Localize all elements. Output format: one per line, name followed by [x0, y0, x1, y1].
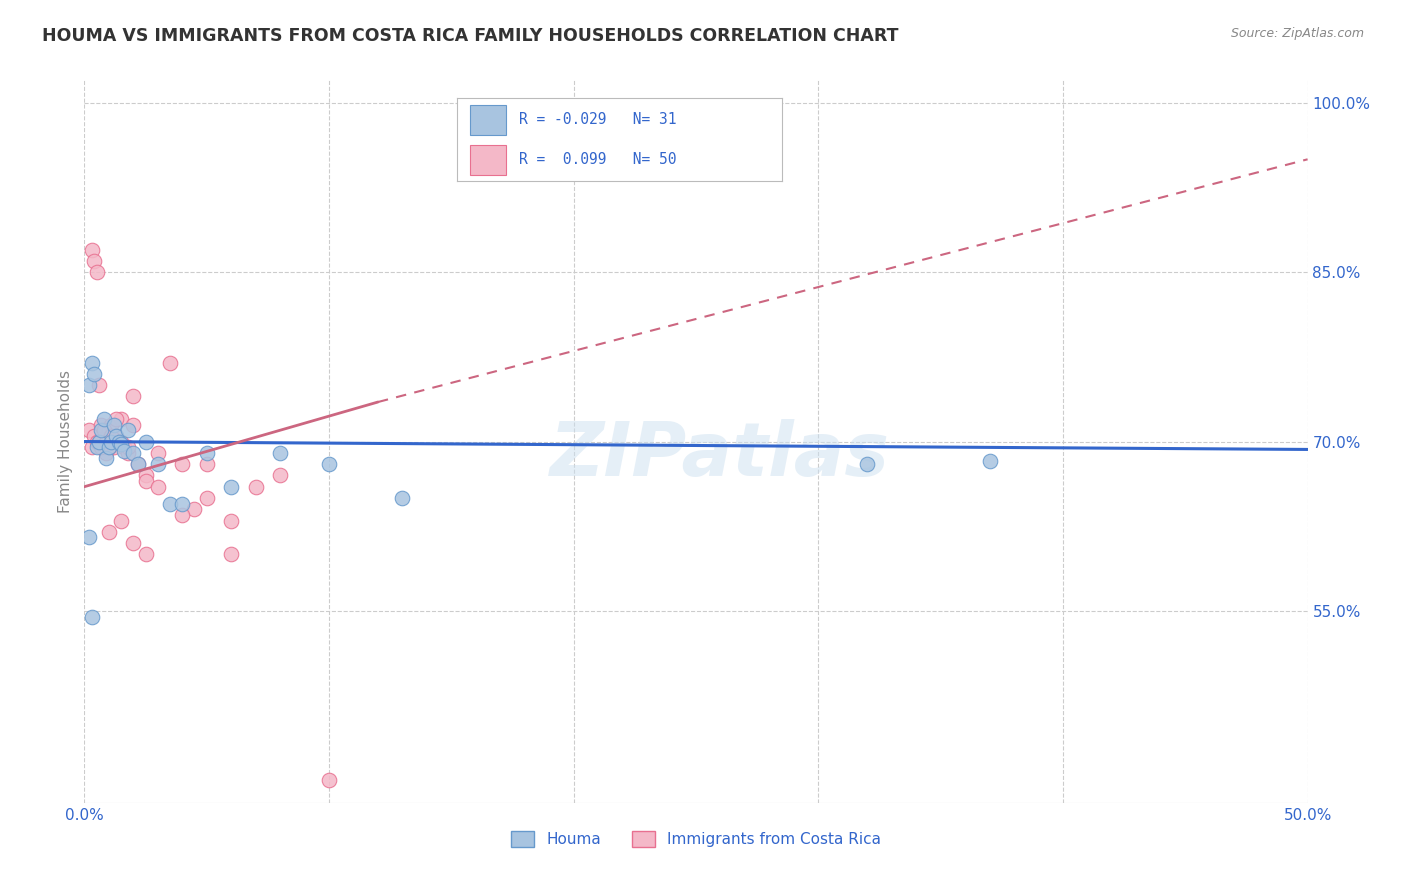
- Point: [195, 457, 218, 471]
- Point: [146, 480, 169, 494]
- Point: [83, 367, 105, 381]
- Point: [195, 491, 218, 505]
- Point: [97, 423, 120, 437]
- Point: [100, 417, 122, 432]
- Point: [86, 265, 108, 279]
- Point: [93, 412, 115, 426]
- Point: [87, 378, 110, 392]
- Point: [97, 440, 120, 454]
- Point: [86, 440, 108, 454]
- Point: [105, 429, 128, 443]
- Point: [172, 508, 194, 522]
- Point: [77, 378, 100, 392]
- Point: [146, 446, 169, 460]
- Point: [117, 440, 139, 454]
- Point: [112, 440, 135, 454]
- Point: [172, 457, 194, 471]
- Point: [122, 389, 145, 403]
- Point: [172, 497, 194, 511]
- Point: [105, 429, 128, 443]
- Point: [135, 468, 157, 483]
- Point: [96, 446, 118, 460]
- Point: [269, 446, 291, 460]
- Point: [103, 440, 125, 454]
- Point: [110, 412, 132, 426]
- Point: [100, 429, 122, 443]
- Point: [110, 434, 132, 449]
- Point: [90, 423, 112, 437]
- Point: [117, 423, 139, 437]
- Point: [127, 457, 149, 471]
- Point: [97, 524, 120, 539]
- Y-axis label: Family Households: Family Households: [58, 370, 73, 513]
- Text: Source: ZipAtlas.com: Source: ZipAtlas.com: [1230, 27, 1364, 40]
- Point: [318, 773, 340, 788]
- Point: [107, 434, 129, 449]
- Point: [93, 423, 115, 437]
- Point: [97, 440, 120, 454]
- Point: [112, 443, 135, 458]
- Point: [122, 446, 145, 460]
- Point: [80, 440, 103, 454]
- Point: [87, 434, 110, 449]
- Point: [83, 253, 105, 268]
- Point: [83, 429, 105, 443]
- Point: [110, 514, 132, 528]
- Point: [96, 451, 118, 466]
- Point: [135, 548, 157, 562]
- Point: [105, 412, 128, 426]
- Point: [219, 514, 242, 528]
- Point: [245, 480, 267, 494]
- Point: [146, 457, 169, 471]
- Point: [318, 457, 340, 471]
- Point: [219, 480, 242, 494]
- Point: [96, 434, 118, 449]
- Text: HOUMA VS IMMIGRANTS FROM COSTA RICA FAMILY HOUSEHOLDS CORRELATION CHART: HOUMA VS IMMIGRANTS FROM COSTA RICA FAMI…: [42, 27, 898, 45]
- Point: [90, 417, 112, 432]
- Point: [117, 446, 139, 460]
- Point: [135, 474, 157, 488]
- Point: [159, 355, 181, 369]
- Point: [80, 609, 103, 624]
- Point: [195, 446, 218, 460]
- Point: [135, 434, 157, 449]
- Point: [77, 423, 100, 437]
- Point: [122, 536, 145, 550]
- Point: [86, 434, 108, 449]
- Point: [159, 497, 181, 511]
- Point: [77, 531, 100, 545]
- Legend: Houma, Immigrants from Costa Rica: Houma, Immigrants from Costa Rica: [505, 825, 887, 853]
- Point: [80, 355, 103, 369]
- Point: [100, 434, 122, 449]
- Point: [127, 457, 149, 471]
- Point: [107, 434, 129, 449]
- Point: [269, 468, 291, 483]
- Text: ZIPatlas: ZIPatlas: [550, 419, 890, 492]
- Point: [856, 457, 879, 471]
- Point: [87, 434, 110, 449]
- Point: [183, 502, 205, 516]
- Point: [103, 417, 125, 432]
- Point: [93, 440, 115, 454]
- Point: [391, 491, 413, 505]
- Point: [80, 243, 103, 257]
- Point: [110, 437, 132, 451]
- Point: [90, 440, 112, 454]
- Point: [219, 548, 242, 562]
- Point: [122, 417, 145, 432]
- Point: [979, 454, 1001, 468]
